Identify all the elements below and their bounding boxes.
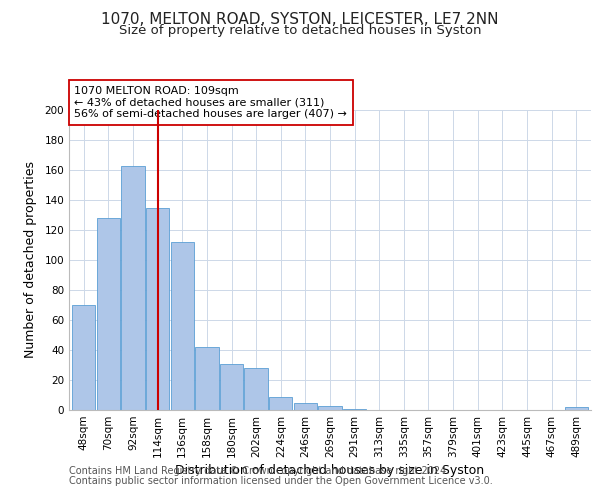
- Bar: [565, 407, 588, 410]
- Bar: [319, 406, 341, 410]
- Text: 1070 MELTON ROAD: 109sqm
← 43% of detached houses are smaller (311)
56% of semi-: 1070 MELTON ROAD: 109sqm ← 43% of detach…: [74, 86, 347, 119]
- Bar: [121, 166, 145, 410]
- Text: Size of property relative to detached houses in Syston: Size of property relative to detached ho…: [119, 24, 481, 37]
- Y-axis label: Number of detached properties: Number of detached properties: [25, 162, 37, 358]
- Bar: [170, 242, 194, 410]
- Text: Contains HM Land Registry data © Crown copyright and database right 2024.: Contains HM Land Registry data © Crown c…: [69, 466, 449, 476]
- Text: Contains public sector information licensed under the Open Government Licence v3: Contains public sector information licen…: [69, 476, 493, 486]
- Bar: [343, 408, 367, 410]
- Bar: [293, 402, 317, 410]
- Bar: [220, 364, 243, 410]
- X-axis label: Distribution of detached houses by size in Syston: Distribution of detached houses by size …: [175, 464, 485, 477]
- Bar: [195, 347, 218, 410]
- Bar: [97, 218, 120, 410]
- Bar: [72, 305, 95, 410]
- Bar: [146, 208, 169, 410]
- Text: 1070, MELTON ROAD, SYSTON, LEICESTER, LE7 2NN: 1070, MELTON ROAD, SYSTON, LEICESTER, LE…: [101, 12, 499, 28]
- Bar: [244, 368, 268, 410]
- Bar: [269, 396, 292, 410]
